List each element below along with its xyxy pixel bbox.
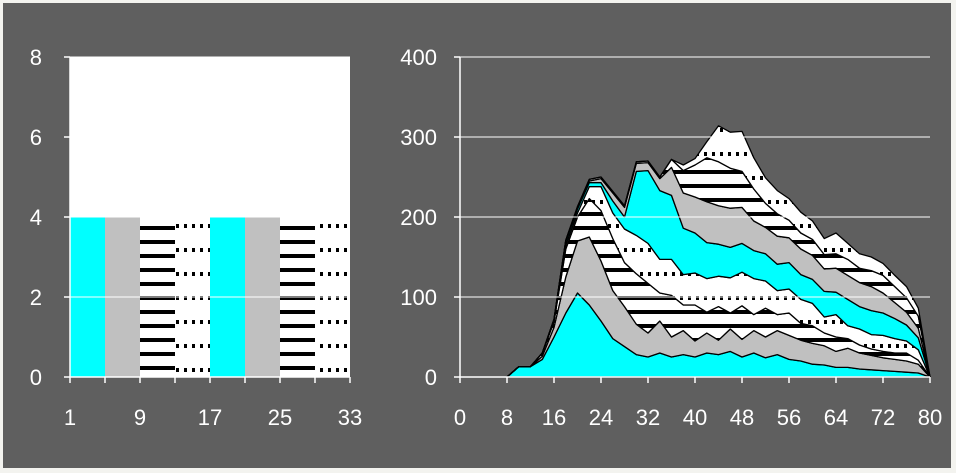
right-x-tick-label: 48 [730, 405, 754, 430]
right-area-series [506, 125, 931, 378]
right-x-tick-label: 32 [636, 405, 660, 430]
right-y-tick-label: 200 [400, 205, 437, 230]
left-y-tick-label: 2 [30, 285, 42, 310]
right-gridlines [460, 56, 930, 298]
left-y-tick-label: 4 [30, 205, 42, 230]
left-x-tick-label: 33 [338, 405, 362, 430]
left-axes [64, 56, 351, 383]
left-y-tick-labels: 0 2 4 6 8 [30, 45, 42, 390]
right-y-tick-label: 0 [425, 365, 437, 390]
left-x-tick-label: 9 [134, 405, 146, 430]
left-x-tick-label: 25 [268, 405, 292, 430]
right-y-tick-labels: 0 100 200 300 400 [400, 45, 437, 390]
right-y-tick-label: 300 [400, 125, 437, 150]
right-x-tick-label: 0 [454, 405, 466, 430]
left-x-tick-label: 17 [198, 405, 222, 430]
left-y-tick-label: 6 [30, 125, 42, 150]
right-x-tick-labels: 0 8 16 24 32 40 48 56 64 72 80 [454, 405, 942, 430]
left-y-tick-label: 0 [30, 365, 42, 390]
right-x-tick-label: 56 [777, 405, 801, 430]
right-x-tick-label: 8 [501, 405, 513, 430]
right-x-tick-label: 40 [683, 405, 707, 430]
right-x-tick-label: 16 [542, 405, 566, 430]
left-y-tick-label: 8 [30, 45, 42, 70]
right-x-tick-label: 80 [918, 405, 942, 430]
right-area-chart: 0 100 200 300 400 0 8 16 24 32 40 48 56 … [400, 45, 942, 430]
left-bar-chart: 0 2 4 6 8 1 9 17 25 33 [30, 45, 362, 430]
right-x-tick-label: 64 [824, 405, 848, 430]
left-x-tick-label: 1 [64, 405, 76, 430]
right-x-tick-label: 72 [871, 405, 895, 430]
right-axes [454, 56, 931, 383]
right-y-tick-label: 100 [400, 285, 437, 310]
left-x-tick-labels: 1 9 17 25 33 [64, 405, 362, 430]
left-gridlines [70, 56, 350, 298]
right-y-tick-label: 400 [400, 45, 437, 70]
right-x-tick-label: 24 [589, 405, 613, 430]
